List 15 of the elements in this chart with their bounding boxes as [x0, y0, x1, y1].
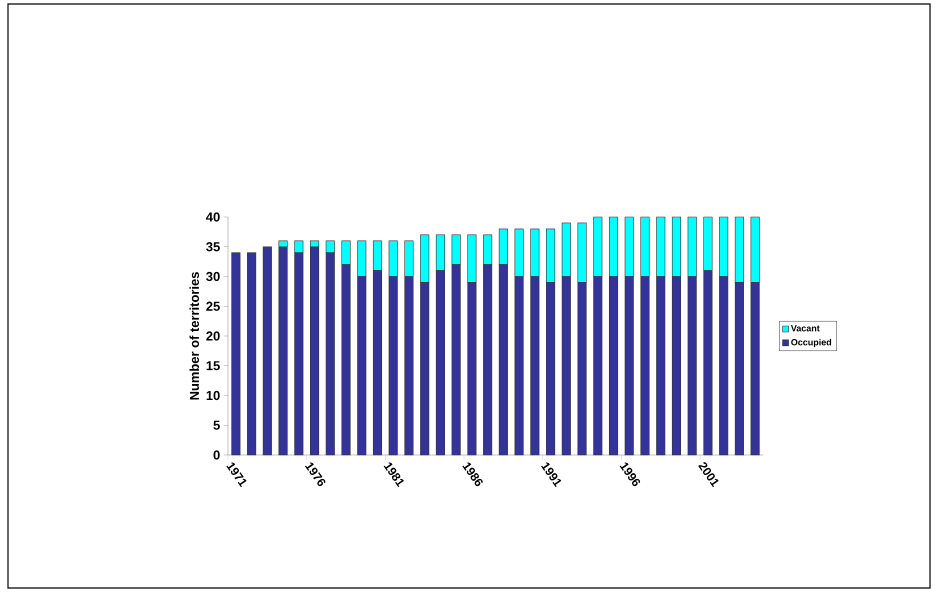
bar — [262, 246, 272, 456]
legend-label: Occupied — [791, 338, 832, 348]
y-tick-label: 35 — [206, 242, 220, 252]
y-tick-label: 30 — [206, 272, 220, 282]
legend-label: Vacant — [790, 325, 820, 332]
y-tick-label: 15 — [206, 361, 220, 370]
y-tick-label: 20 — [206, 331, 220, 341]
y-tick-label: 5 — [213, 420, 220, 430]
y-tick-label: 10 — [206, 390, 220, 400]
y-tick-label: 25 — [206, 302, 220, 311]
y-axis-title: Number of territories — [189, 272, 199, 400]
y-tick-label: 40 — [206, 212, 220, 222]
y-tick-label: 0 — [214, 450, 220, 460]
bar — [231, 252, 240, 456]
bar — [247, 252, 256, 456]
